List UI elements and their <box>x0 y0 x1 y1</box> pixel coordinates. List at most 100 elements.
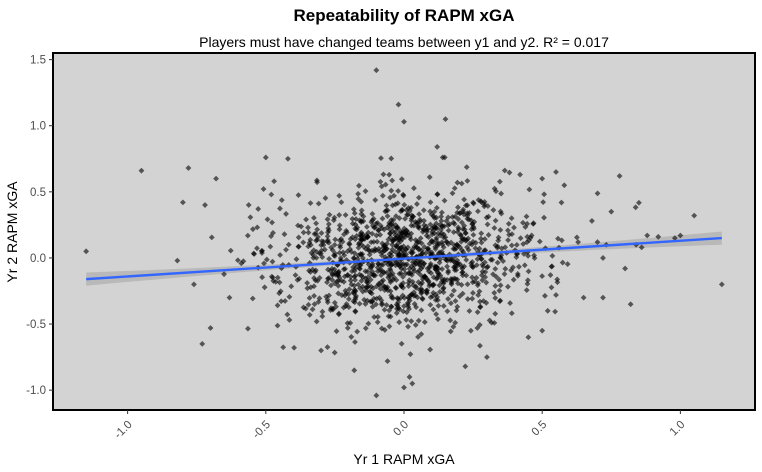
scatter-point <box>342 303 349 310</box>
scatter-point <box>375 245 382 252</box>
scatter-point <box>344 325 351 331</box>
scatter-point <box>479 277 486 284</box>
scatter-point <box>370 238 377 245</box>
scatter-point <box>442 256 449 263</box>
scatter-point <box>221 271 227 278</box>
scatter-point <box>327 307 334 314</box>
scatter-point <box>389 202 396 209</box>
scatter-point <box>424 226 431 233</box>
scatter-point <box>481 259 488 266</box>
scatter-point <box>307 269 314 275</box>
scatter-point <box>251 251 258 257</box>
scatter-point <box>329 272 336 278</box>
scatter-point <box>485 213 492 220</box>
scatter-point <box>475 280 482 287</box>
scatter-point <box>295 243 302 250</box>
scatter-point <box>549 263 555 270</box>
scatter-point <box>600 255 606 261</box>
scatter-point <box>311 283 317 290</box>
scatter-point <box>348 334 355 340</box>
scatter-point <box>468 262 475 269</box>
scatter-point <box>494 259 501 266</box>
scatter-point <box>400 243 407 250</box>
scatter-point <box>405 283 412 289</box>
scatter-point <box>622 265 629 272</box>
scatter-point <box>445 227 452 234</box>
scatter-point <box>325 239 332 246</box>
scatter-point <box>478 230 485 237</box>
scatter-point <box>381 242 387 249</box>
scatter-point <box>381 226 388 233</box>
scatter-point <box>394 224 400 231</box>
scatter-point <box>271 178 278 185</box>
scatter-point <box>378 325 385 332</box>
scatter-point <box>377 231 384 238</box>
scatter-point <box>326 292 332 299</box>
scatter-point <box>393 259 400 266</box>
scatter-point <box>401 384 407 391</box>
scatter-point <box>351 210 358 217</box>
scatter-point <box>460 249 467 255</box>
scatter-point <box>315 200 322 207</box>
scatter-point <box>441 276 448 283</box>
scatter-point <box>496 276 503 283</box>
scatter-point <box>468 226 475 233</box>
scatter-point <box>491 225 498 231</box>
scatter-point <box>207 325 214 331</box>
scatter-point <box>324 344 331 351</box>
scatter-point <box>336 222 343 229</box>
scatter-point <box>360 218 367 225</box>
scatter-point <box>312 267 319 274</box>
scatter-point <box>542 292 548 299</box>
scatter-point <box>370 223 376 229</box>
scatter-point <box>412 322 419 328</box>
scatter-point <box>458 219 465 226</box>
scatter-point <box>477 303 484 310</box>
scatter-point <box>371 314 378 320</box>
scatter-point <box>464 215 471 222</box>
scatter-point <box>478 235 484 242</box>
scatter-point <box>525 334 532 341</box>
scatter-point <box>392 249 399 255</box>
scatter-point <box>398 340 405 347</box>
scatter-point <box>334 278 340 285</box>
scatter-point <box>284 311 291 318</box>
scatter-point <box>363 284 369 291</box>
scatter-point <box>384 240 390 247</box>
scatter-point <box>384 213 391 220</box>
y-tick-label: 0.5 <box>30 187 46 199</box>
scatter-point <box>247 214 254 221</box>
scatter-point <box>718 281 725 288</box>
scatter-point <box>303 216 309 223</box>
scatter-point <box>524 233 531 240</box>
scatter-point <box>469 295 476 302</box>
scatter-point <box>226 294 233 301</box>
scatter-point <box>427 262 434 269</box>
scatter-point <box>369 211 376 217</box>
scatter-point <box>452 276 459 282</box>
scatter-point <box>395 188 402 194</box>
scatter-point <box>508 310 515 317</box>
scatter-point <box>632 204 639 211</box>
scatter-point <box>488 319 495 326</box>
scatter-point <box>83 248 90 255</box>
scatter-point <box>553 169 559 175</box>
y-tick-label: 1.0 <box>30 121 46 133</box>
scatter-point <box>379 215 386 222</box>
scatter-point <box>502 265 509 272</box>
x-tick-label: 0.5 <box>530 419 550 439</box>
y-axis-title: Yr 2 RAPM xGA <box>4 181 20 283</box>
scatter-point <box>325 266 331 273</box>
scatter-point <box>326 211 333 218</box>
scatter-point <box>453 267 460 273</box>
scatter-point <box>381 327 388 333</box>
scatter-point <box>464 244 470 251</box>
scatter-point <box>345 296 352 302</box>
scatter-point <box>433 311 440 318</box>
scatter-point <box>473 262 480 268</box>
scatter-point <box>470 199 477 206</box>
scatter-point <box>383 207 390 214</box>
scatter-point <box>501 167 508 174</box>
scatter-point <box>406 270 413 277</box>
scatter-point <box>492 295 499 301</box>
